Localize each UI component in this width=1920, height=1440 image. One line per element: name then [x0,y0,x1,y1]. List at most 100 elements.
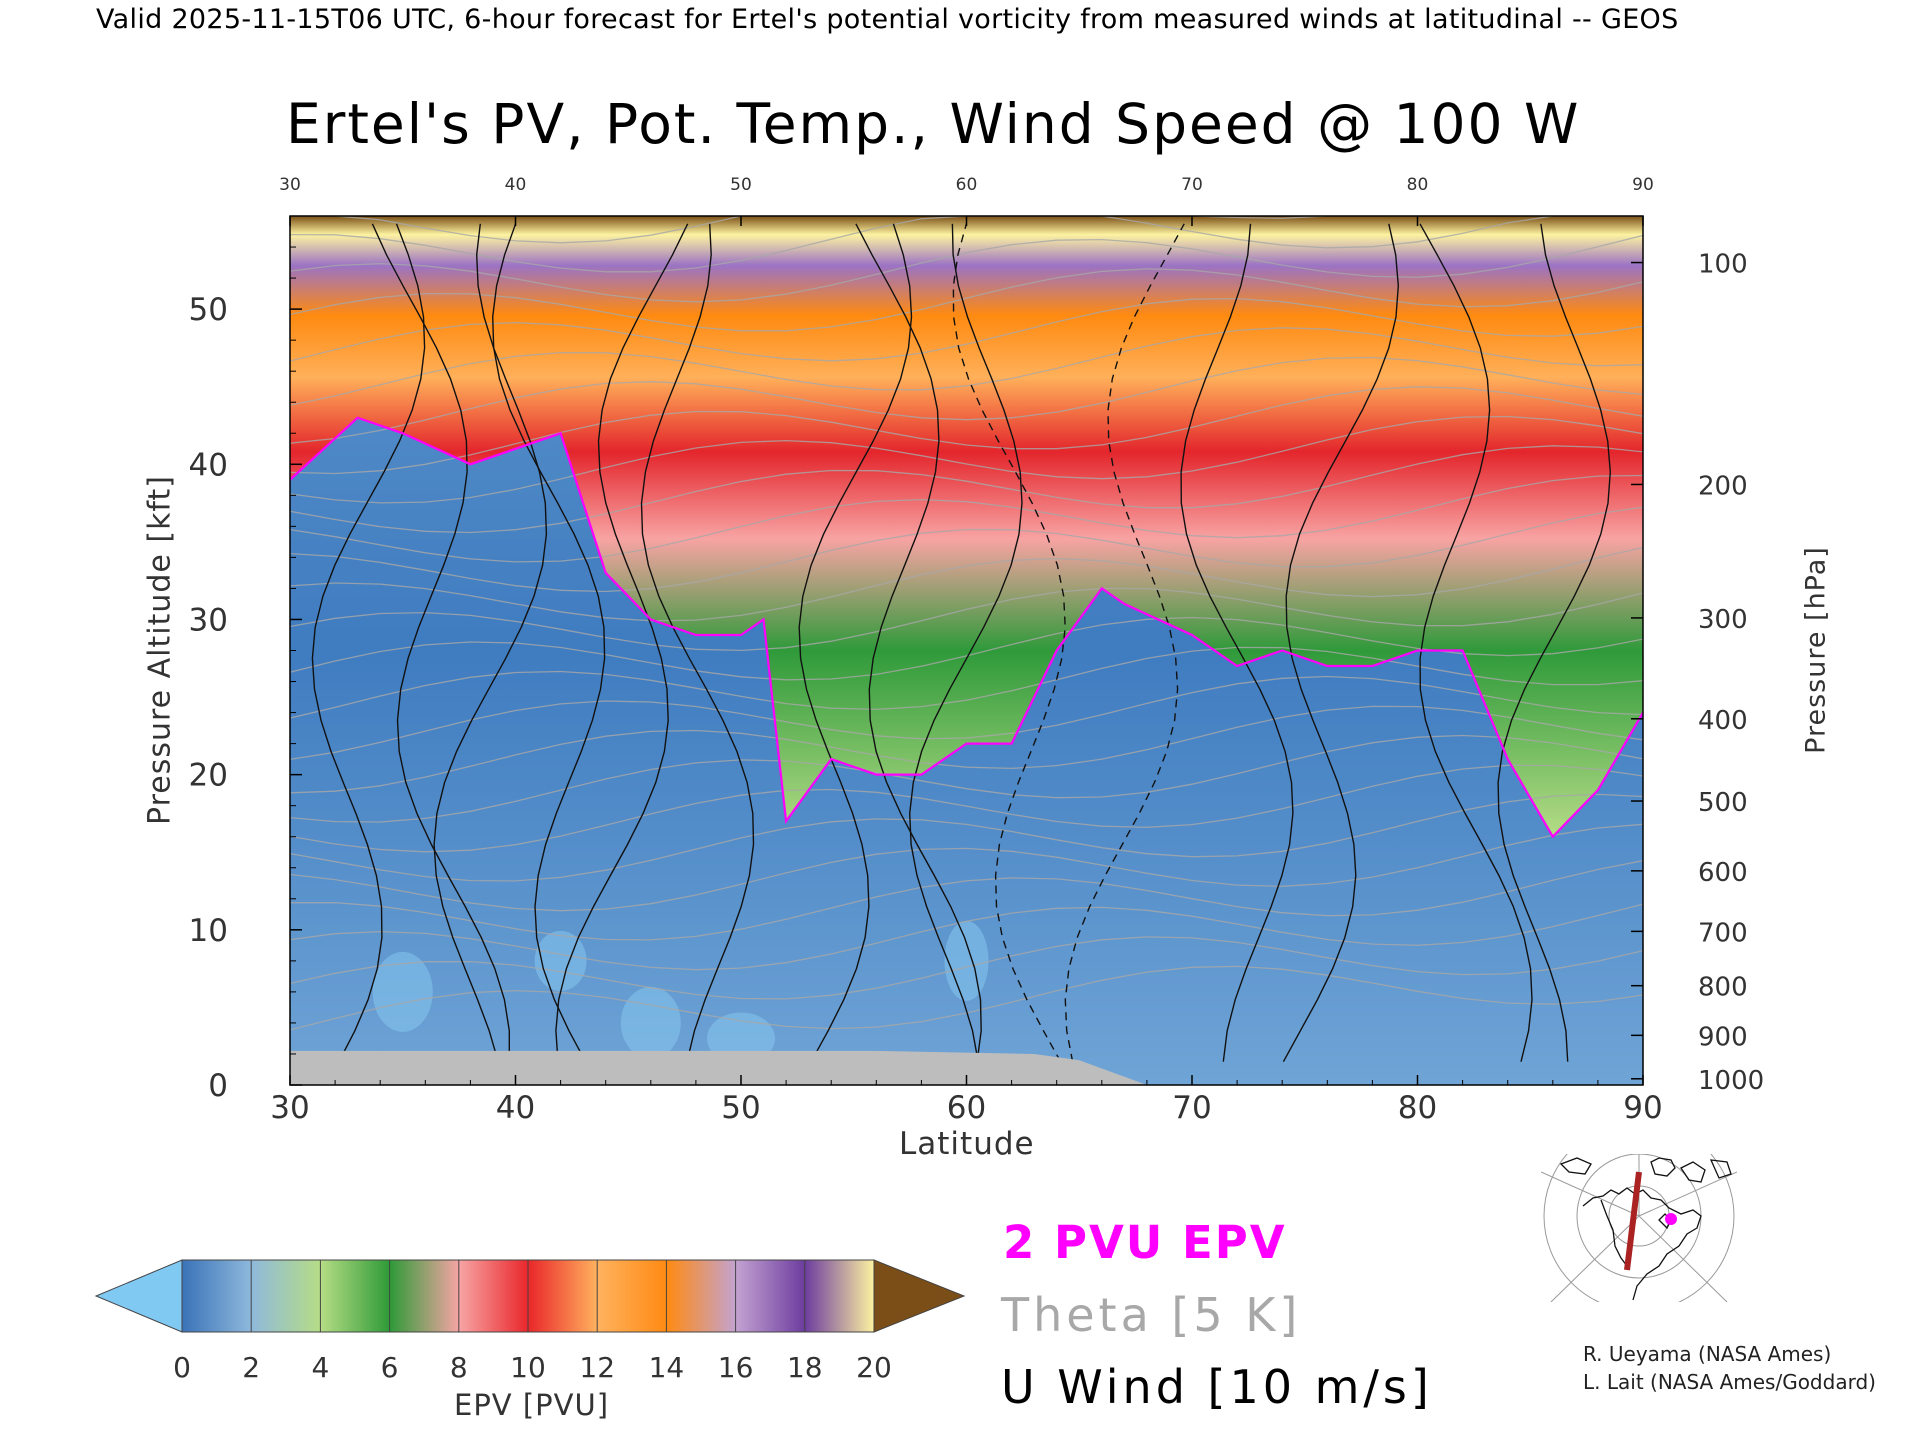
pressure-tick-label: 100 [1698,250,1748,280]
theta-contour [290,587,1643,652]
x-tick-label-top: 70 [1181,175,1203,195]
colorbar-swatch [389,1260,460,1332]
x-axis-label: Latitude [899,1126,1035,1162]
colorbar-tick-label: 6 [381,1351,399,1384]
theta-contour [290,616,1643,681]
theta-contour [290,903,1643,971]
pressure-tick-label: 500 [1698,788,1748,818]
u-wind-contour [1497,223,1612,1062]
x-tick-label: 30 [270,1090,309,1126]
theta-contour [290,506,1643,593]
colorbar-swatch [320,1260,391,1332]
y-tick-label: 20 [189,758,228,794]
x-tick-label-top: 80 [1407,175,1429,195]
u-wind-contour [855,223,982,1062]
theta-contour [290,764,1643,853]
colorbar-swatch [735,1260,806,1332]
locator-map [1540,1120,1738,1312]
x-tick-label-top: 50 [730,175,752,195]
pressure-tick-label: 700 [1698,918,1748,948]
colorbar-over-triangle [873,1259,966,1333]
theta-contour [290,216,1643,244]
colorbar-tick-label: 18 [787,1351,823,1384]
theta-contour [290,646,1643,719]
colorbar-label: EPV [PVU] [454,1388,610,1422]
low-pv-patch [620,986,681,1059]
colorbar-tick-label: 12 [579,1351,615,1384]
epv-field [290,216,1643,1085]
y-tick-label: 10 [189,913,228,949]
colorbar-tick-label: 16 [718,1351,754,1384]
colorbar-tick-label: 4 [311,1351,329,1384]
u-wind-contour [1282,223,1400,1063]
y-tick-label: 40 [189,447,228,483]
pressure-tick-label: 200 [1698,471,1748,501]
y-tick-label: 0 [208,1068,228,1104]
u-wind-contour [952,223,1066,1063]
pv-2pvu-contour [290,416,1643,839]
theta-contour [290,936,1643,1000]
colorbar-tick-label: 14 [649,1351,685,1384]
colorbar-swatch [804,1260,875,1332]
pressure-tick-label: 300 [1698,605,1748,635]
colorbar-under-triangle [94,1259,183,1333]
u-wind-contour [1419,223,1533,1062]
pressure-tick-label: 600 [1698,858,1748,888]
theta-contour [290,327,1643,406]
colorbar-swatch [597,1260,667,1332]
x-tick-label-top: 60 [956,175,978,195]
chart-decor [289,215,1644,1086]
theta-contour [290,445,1643,534]
theta-contour [290,356,1643,444]
y-tick-label: 50 [189,292,228,328]
theta-contour [290,216,1643,273]
chart-marks: 3030404050506060707080809090010203040501… [94,175,1764,1384]
legend-entry-wind: U Wind [10 m/s] [1001,1360,1433,1414]
low-pv-patch [944,920,989,1001]
colorbar-swatch [458,1260,529,1332]
colorbar-swatch [528,1260,598,1332]
x-tick-label-top: 30 [279,175,301,195]
u-wind-contour [1180,223,1294,1062]
chart-title: Ertel's PV, Pot. Temp., Wind Speed @ 100… [286,92,1581,156]
colorbar-tick-label: 8 [450,1351,468,1384]
credit-line-2: L. Lait (NASA Ames/Goddard) [1583,1370,1876,1394]
theta-contour [290,675,1643,761]
x-tick-label-top: 90 [1632,175,1654,195]
pressure-tick-label: 800 [1698,973,1748,1003]
x-tick-label: 70 [1172,1090,1211,1126]
y-tick-label: 30 [189,602,228,638]
pressure-tick-label: 900 [1698,1022,1748,1052]
u-wind-contour [433,223,548,1062]
u-wind-contour [371,223,510,1062]
y-axis-label: Pressure Altitude [kft] [142,475,178,825]
pressure-tick-label: 400 [1698,706,1748,736]
colorbar-tick-label: 0 [173,1351,191,1384]
theta-contour [290,474,1643,563]
u-wind-contour [311,223,426,1063]
x-tick-label: 40 [496,1090,535,1126]
low-pv-patch [372,951,433,1032]
pressure-tick-label: 1000 [1698,1066,1764,1096]
colorbar-swatch [666,1260,737,1332]
legend-entry-pv: 2 PVU EPV [1003,1216,1287,1269]
x-tick-label-top: 40 [505,175,527,195]
theta-contour [290,734,1643,823]
theta-contour [290,860,1643,941]
theta-contour [290,297,1643,362]
legend-entry-theta: Theta [5 K] [1001,1288,1302,1342]
stratosphere-fill [290,216,1643,837]
locator-map-svg [1540,1120,1738,1312]
theta-contour [290,793,1643,882]
u-wind-contour [491,223,606,1063]
u-wind-contour [908,223,1023,1062]
theta-contour [290,268,1643,332]
u-wind-contour [798,223,913,1063]
colorbar-swatch [182,1260,252,1332]
x-tick-label: 90 [1623,1090,1662,1126]
colorbar-tick-label: 20 [856,1351,892,1384]
x-tick-label: 50 [721,1090,760,1126]
u-wind-contour [1064,223,1185,1062]
